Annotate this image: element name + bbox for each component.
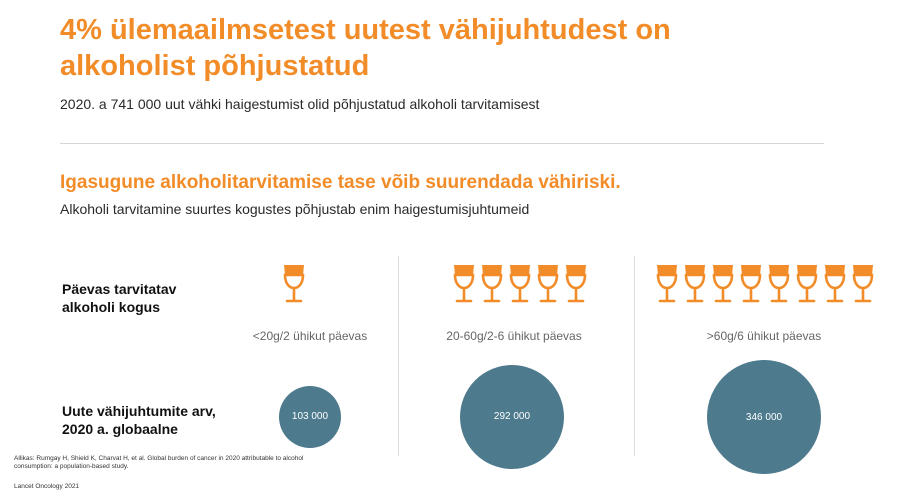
glasses-icons-medium <box>452 263 602 311</box>
wine-glass-icon <box>739 263 763 311</box>
wine-glass-icon <box>282 263 306 311</box>
wine-glass-icon <box>508 263 532 311</box>
wine-glass-icon <box>452 263 476 311</box>
wine-glass-icon <box>851 263 875 311</box>
bubble-value-high: 346 000 <box>745 411 783 423</box>
glasses-icons-high <box>655 263 895 311</box>
wine-glass-icon <box>655 263 679 311</box>
bubble-low: 103 000 <box>278 385 342 449</box>
bubble-value-medium: 292 000 <box>493 411 531 423</box>
wine-glass-icon <box>767 263 791 311</box>
section-title: Igasugune alkoholitarvitamise tase võib … <box>60 172 621 193</box>
column-separator <box>398 256 399 456</box>
wine-glass-icon <box>536 263 560 311</box>
bubble-value-low: 103 000 <box>291 411 329 423</box>
divider <box>60 143 824 144</box>
wine-glass-icon <box>564 263 588 311</box>
section-subtitle: Alkoholi tarvitamine suurtes kogustes põ… <box>60 201 530 217</box>
wine-glass-icon <box>683 263 707 311</box>
page-title: 4% ülemaailmsetest uutest vähijuhtudest … <box>60 14 671 82</box>
category-label-low: <20g/2 ühikut päevas <box>252 329 368 343</box>
bubble-medium: 292 000 <box>459 364 565 470</box>
wine-glass-icon <box>823 263 847 311</box>
wine-glass-icon <box>480 263 504 311</box>
glasses-icons-low <box>282 263 324 311</box>
cases-row-label: Uute vähijuhtumite arv, 2020 a. globaaln… <box>62 403 216 437</box>
column-separator <box>634 256 635 456</box>
wine-glass-icon <box>711 263 735 311</box>
intake-row-label: Päevas tarvitatav alkoholi kogus <box>62 281 177 315</box>
bubble-high: 346 000 <box>707 360 821 474</box>
category-label-high: >60g/6 ühikut päevas <box>706 329 822 343</box>
source-journal: Lancet Oncology 2021 <box>14 483 80 490</box>
source-citation: Allikas: Rumgay H, Shield K, Charvat H, … <box>14 455 304 470</box>
category-label-medium: 20-60g/2-6 ühikut päevas <box>446 329 582 343</box>
wine-glass-icon <box>795 263 819 311</box>
page-subtitle: 2020. a 741 000 uut vähki haigestumist o… <box>60 96 540 112</box>
